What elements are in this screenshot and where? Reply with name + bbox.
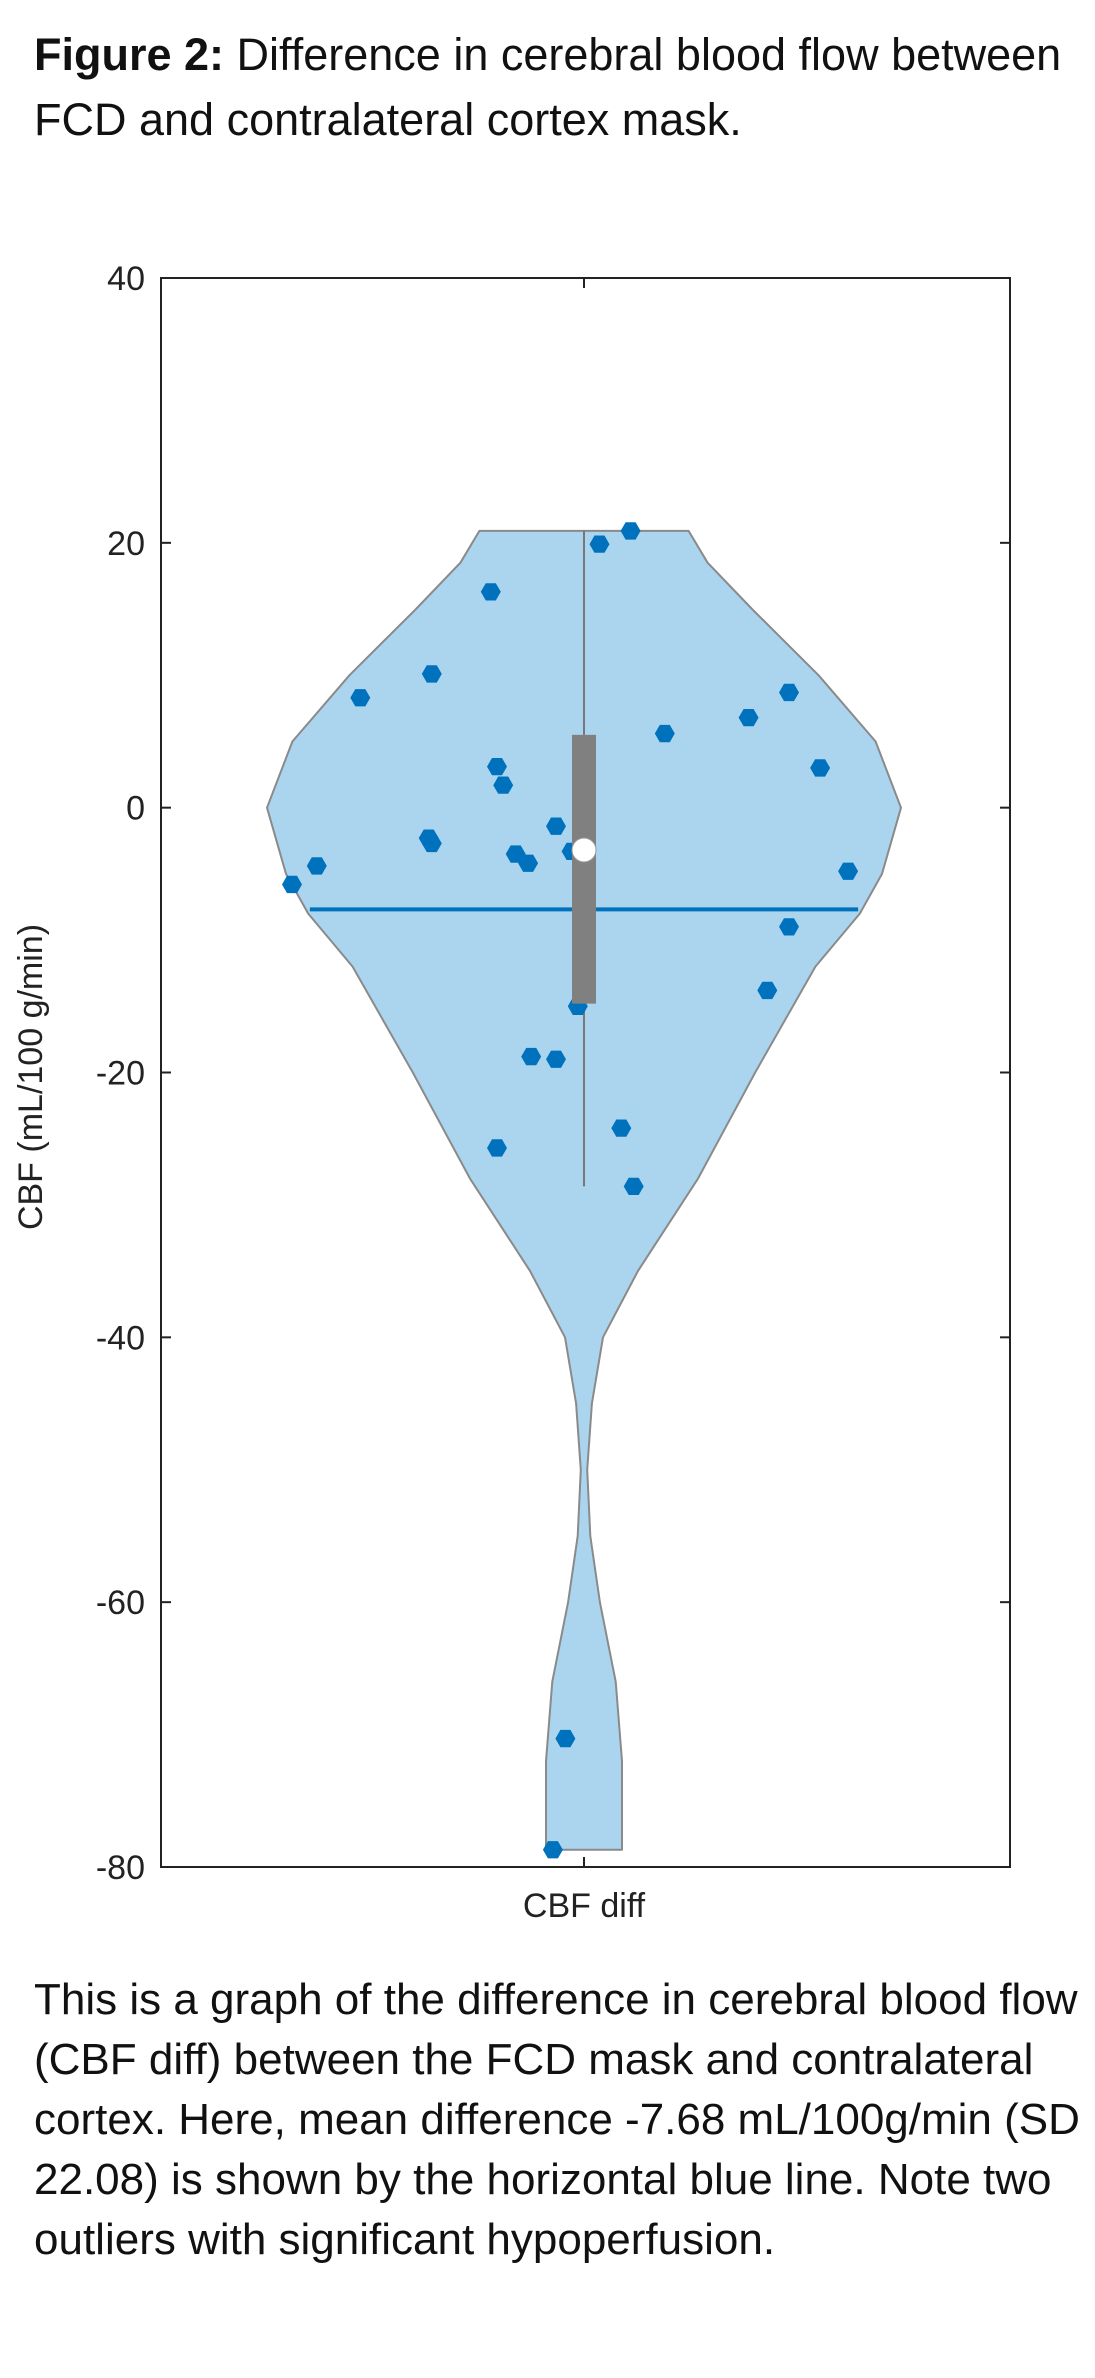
data-point: [838, 862, 859, 880]
figure-caption: This is a graph of the difference in cer…: [34, 1975, 1080, 2264]
data-point: [493, 776, 514, 794]
data-point: [779, 918, 799, 936]
data-point: [350, 689, 371, 707]
data-point: [542, 1841, 563, 1859]
data-point: [518, 854, 539, 872]
violin-body: [266, 529, 902, 1851]
y-tick-label: 20: [107, 525, 145, 563]
data-point: [589, 535, 610, 553]
x-tick-label: CBF diff: [523, 1887, 646, 1925]
data-point: [738, 709, 759, 727]
data-point: [779, 683, 799, 702]
y-tick-label: -20: [96, 1055, 145, 1093]
y-tick-label: -80: [96, 1849, 145, 1887]
data-point: [757, 981, 778, 1000]
y-tick-label: 40: [107, 260, 145, 298]
data-point: [521, 1047, 542, 1066]
data-point: [810, 759, 831, 777]
figure-title: Figure 2: Difference in cerebral blood f…: [34, 22, 1074, 152]
median-marker: [571, 837, 597, 863]
data-point: [505, 845, 526, 863]
data-point: [487, 758, 507, 776]
data-point: [555, 1729, 576, 1748]
data-point: [480, 583, 501, 601]
data-point: [546, 817, 566, 835]
y-tick-label: -60: [96, 1584, 145, 1622]
data-point: [654, 724, 675, 743]
data-point: [421, 834, 442, 853]
y-axis-label: CBF (mL/100 g/min): [12, 924, 50, 1230]
data-point: [421, 665, 442, 683]
y-tick-label: 0: [126, 790, 145, 828]
data-point: [623, 1177, 644, 1195]
data-point: [487, 1139, 507, 1157]
y-tick-label: -40: [96, 1319, 145, 1357]
iqr-box: [572, 734, 596, 1004]
data-point: [282, 875, 302, 894]
data-point: [611, 1119, 632, 1137]
data-point: [546, 1050, 566, 1068]
data-point: [620, 522, 641, 540]
figure-label: Figure 2:: [34, 29, 225, 80]
data-point: [306, 857, 327, 875]
figure-title-text: Difference in cerebral blood flow betwee…: [34, 29, 1062, 145]
